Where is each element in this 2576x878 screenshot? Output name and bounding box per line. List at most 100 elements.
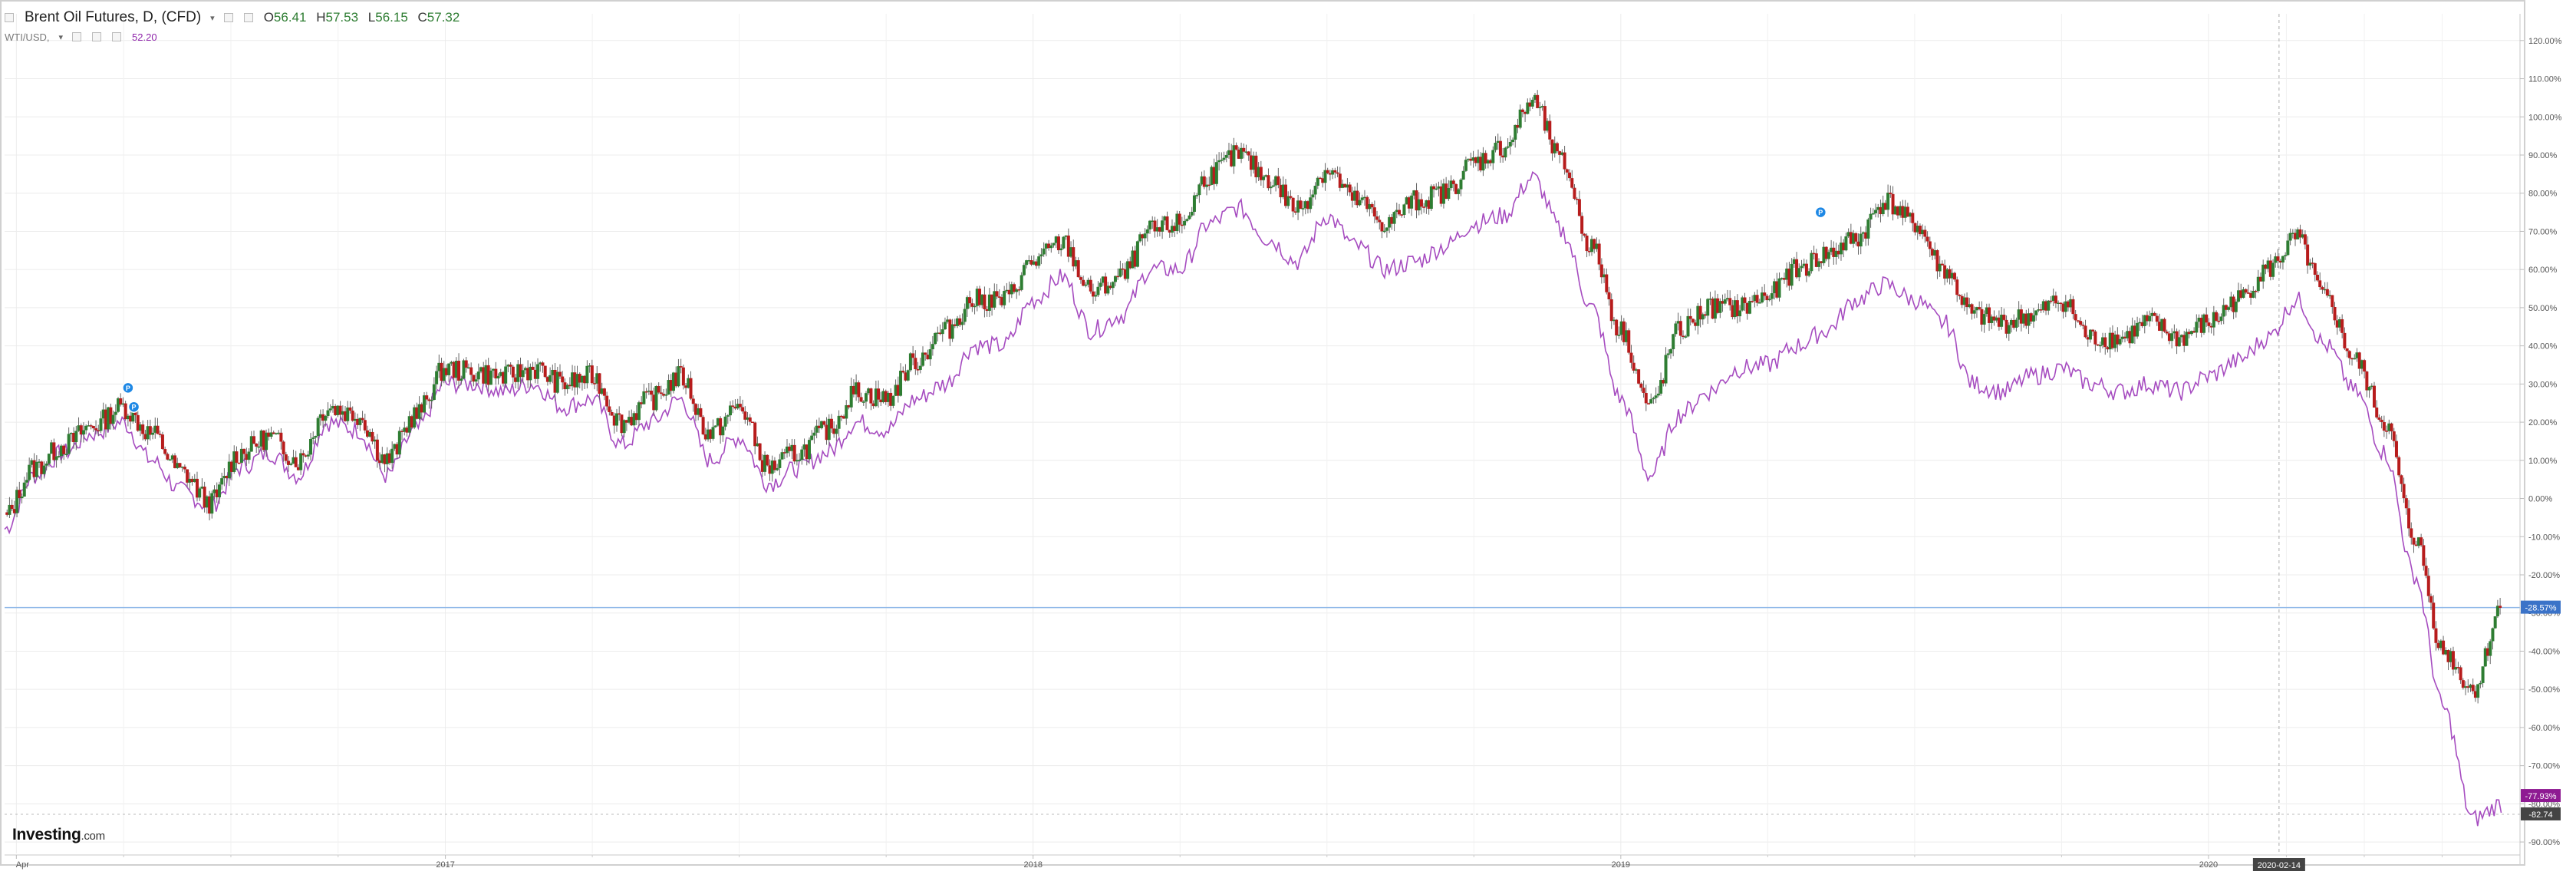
candle-body [484,365,488,384]
candle-body [1763,292,1767,296]
candle [1360,194,1364,203]
candle [1676,312,1680,331]
candle-body [2091,329,2095,332]
candle [2039,303,2043,313]
event-marker[interactable]: P [1814,206,1827,219]
instrument-title[interactable]: Brent Oil Futures, D, (CFD) [25,9,202,25]
candle-body [553,369,557,393]
candle [1834,243,1838,265]
candle [1785,262,1789,288]
candle [1415,183,1418,219]
candle [1948,265,1952,285]
candle-body [1153,220,1157,232]
candle-body [2051,295,2055,301]
candle-body [79,425,83,435]
candle-body [2469,685,2472,688]
candle-body [558,371,562,377]
candle-body [1524,111,1527,114]
candle-body [1866,219,1870,239]
candle-body [1605,274,1609,292]
candle [1133,246,1137,269]
candle [545,376,549,386]
candle-body [1770,293,1774,299]
candle [2165,329,2169,335]
candle [311,431,315,444]
event-marker-circle[interactable] [127,401,140,413]
candle-body [780,452,784,460]
candle [861,400,865,406]
candle-body [8,504,12,515]
candle-body [227,461,231,479]
candle [1874,203,1878,218]
candle [1735,294,1739,324]
candle [2402,477,2406,503]
close-icon[interactable] [112,32,122,41]
candle-body [160,434,164,450]
candle [2495,599,2499,619]
candle-body [1368,203,1372,210]
candle [1407,196,1411,214]
candle-body [87,425,91,427]
investing-logo[interactable]: Investing.com [12,826,105,844]
crosshair-date-badge [2252,858,2305,871]
candle [1731,299,1734,320]
candle-body [186,469,189,483]
candle [1252,151,1256,174]
collapse-toggle-icon[interactable] [5,13,14,22]
candle-body [2416,537,2420,546]
candle [1822,241,1826,266]
candle [1945,268,1949,283]
candle-body [1062,236,1066,249]
candle-body [1597,243,1601,265]
candle-body [1757,302,1761,304]
settings-icon[interactable] [92,32,102,41]
candle [2407,500,2411,536]
candle-body [2199,317,2203,333]
candle-body [588,365,591,367]
candle-body [2429,596,2433,603]
candle-body [1520,109,1524,112]
candle [143,430,147,441]
candle [1753,292,1757,308]
candle [1015,287,1019,299]
candle-body [1427,200,1431,210]
candle-body [561,376,565,383]
candle-body [1340,183,1344,188]
candle [405,426,409,437]
candle [1787,262,1791,291]
candle-body [77,425,81,431]
eye-icon[interactable] [223,13,233,22]
event-marker-circle[interactable] [122,381,134,394]
candle-body [738,404,742,408]
candle-body [650,390,654,395]
candle-body [2281,256,2284,262]
candle [430,396,433,409]
candle [279,428,283,450]
event-marker[interactable]: P [127,401,140,413]
candle [109,403,113,430]
candle-body [536,364,540,379]
candle [1489,158,1493,167]
eye-icon[interactable] [72,32,82,41]
candle-body [94,428,98,431]
chevron-down-icon[interactable]: ▾ [58,32,64,42]
candle-body [1042,248,1046,255]
event-marker[interactable]: P [122,381,134,394]
candle [1111,281,1115,295]
candle-body [259,430,263,447]
settings-icon[interactable] [243,13,253,22]
event-marker-circle[interactable] [1814,206,1827,219]
candle-body [1918,226,1922,235]
candle [1301,201,1305,216]
candle-body [74,431,78,443]
candle [980,294,984,309]
candle-body [198,488,202,498]
candle [2264,263,2268,275]
candle-body [2493,616,2497,629]
chart-legend: Brent Oil Futures, D, (CFD) ▾ O56.41 H57… [5,8,466,45]
candle [1770,286,1774,306]
compare-symbol-name[interactable]: WTI/USD, [5,31,50,43]
chevron-down-icon[interactable]: ▾ [210,13,215,23]
